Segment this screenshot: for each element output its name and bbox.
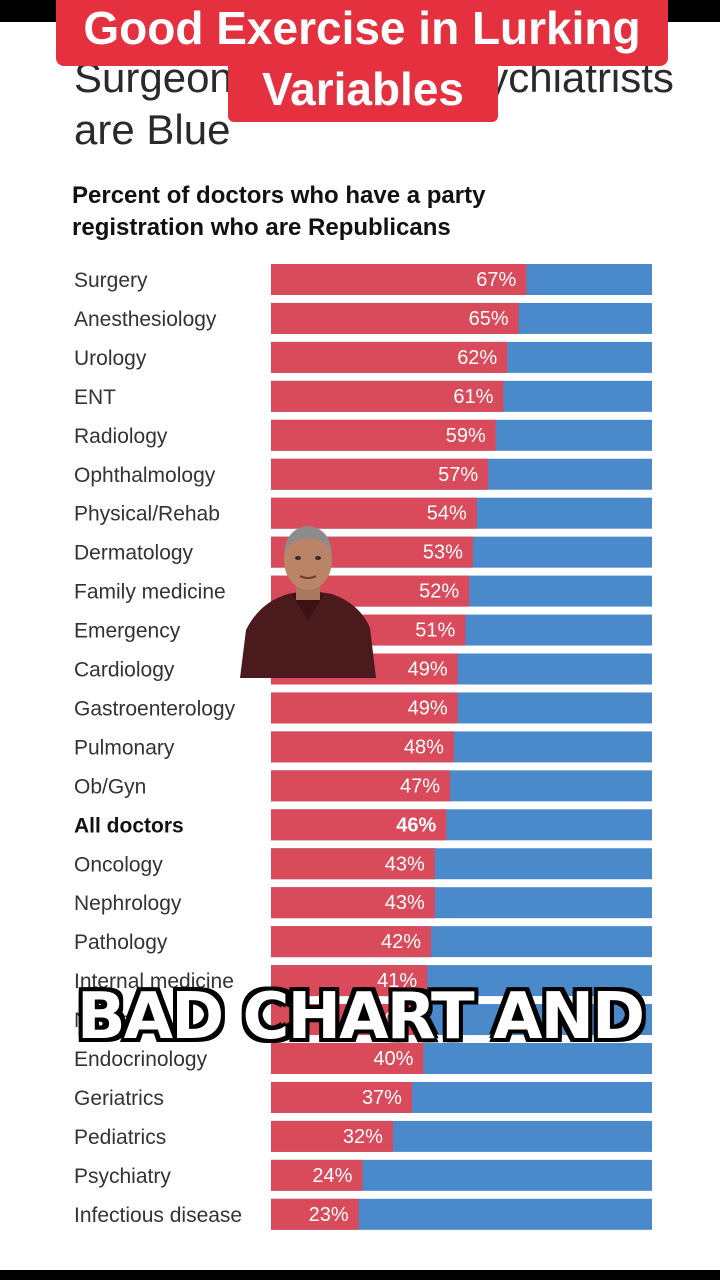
value-label-7: 53% bbox=[423, 542, 463, 564]
category-label-12: Pulmonary bbox=[74, 736, 175, 759]
value-label-14: 46% bbox=[396, 814, 436, 836]
category-label-4: Radiology bbox=[74, 425, 168, 448]
value-label-10: 49% bbox=[408, 659, 448, 681]
value-label-22: 32% bbox=[343, 1126, 383, 1148]
category-label-23: Psychiatry bbox=[74, 1165, 171, 1188]
value-label-16: 43% bbox=[385, 892, 425, 914]
value-label-23: 24% bbox=[312, 1165, 352, 1187]
category-label-21: Geriatrics bbox=[74, 1087, 164, 1110]
value-label-4: 59% bbox=[446, 425, 486, 447]
category-label-13: Ob/Gyn bbox=[74, 775, 146, 798]
value-label-20: 40% bbox=[373, 1048, 413, 1070]
category-label-20: Endocrinology bbox=[74, 1048, 208, 1071]
bar-republican-15 bbox=[271, 848, 435, 880]
bar-republican-0 bbox=[271, 264, 527, 295]
presenter-video-overlay bbox=[240, 520, 376, 678]
category-label-9: Emergency bbox=[74, 620, 181, 643]
value-label-13: 47% bbox=[400, 775, 440, 797]
category-label-22: Pediatrics bbox=[74, 1126, 166, 1149]
bar-republican-14 bbox=[271, 809, 447, 841]
bottom-black-bar bbox=[0, 1270, 720, 1280]
category-label-14: All doctors bbox=[74, 814, 184, 837]
category-label-15: Oncology bbox=[74, 853, 163, 876]
value-label-5: 57% bbox=[438, 464, 478, 486]
value-label-18: 41% bbox=[377, 970, 417, 992]
category-label-0: Surgery bbox=[74, 269, 148, 292]
category-label-7: Dermatology bbox=[74, 542, 194, 565]
category-label-18: Internal medicine bbox=[74, 970, 234, 993]
value-label-1: 65% bbox=[469, 308, 509, 330]
value-label-8: 52% bbox=[419, 581, 459, 603]
bar-republican-13 bbox=[271, 770, 451, 802]
category-label-17: Pathology bbox=[74, 931, 168, 954]
bar-republican-16 bbox=[271, 887, 435, 919]
value-label-6: 54% bbox=[427, 503, 467, 525]
bar-republican-17 bbox=[271, 926, 432, 958]
value-label-2: 62% bbox=[457, 347, 497, 369]
category-label-11: Gastroenterology bbox=[74, 697, 236, 720]
bar-republican-4 bbox=[271, 419, 496, 451]
bar-republican-12 bbox=[271, 731, 454, 763]
video-caption-line2: Variables bbox=[228, 64, 498, 122]
bar-republican-19 bbox=[271, 1004, 424, 1036]
subtitle-caption: BAD CHART AND bbox=[76, 980, 645, 1054]
category-label-1: Anesthesiology bbox=[74, 308, 217, 331]
bar-republican-5 bbox=[271, 458, 489, 490]
value-label-12: 48% bbox=[404, 736, 444, 758]
value-label-19: 40% bbox=[373, 1009, 413, 1031]
bar-republican-18 bbox=[271, 965, 428, 997]
bar-republican-24 bbox=[271, 1198, 359, 1230]
bar-republican-6 bbox=[271, 497, 477, 529]
category-label-10: Cardiology bbox=[74, 659, 175, 682]
bar-republican-22 bbox=[271, 1120, 393, 1152]
bar-republican-2 bbox=[271, 341, 508, 373]
value-label-15: 43% bbox=[385, 853, 425, 875]
bar-republican-20 bbox=[271, 1043, 424, 1074]
category-label-16: Nephrology bbox=[74, 892, 182, 915]
bar-republican-23 bbox=[271, 1159, 363, 1191]
bar-republican-3 bbox=[271, 380, 504, 412]
value-label-11: 49% bbox=[408, 697, 448, 719]
bar-republican-11 bbox=[271, 692, 458, 724]
chart-title: Percent of doctors who have a party regi… bbox=[72, 182, 486, 241]
value-label-0: 67% bbox=[476, 269, 516, 291]
category-label-8: Family medicine bbox=[74, 581, 226, 604]
bar-republican-1 bbox=[271, 302, 519, 334]
video-caption-line1: Good Exercise in Lurking bbox=[56, 0, 668, 66]
value-label-3: 61% bbox=[453, 386, 493, 408]
category-label-24: Infectious disease bbox=[74, 1204, 242, 1227]
value-label-17: 42% bbox=[381, 931, 421, 953]
value-label-21: 37% bbox=[362, 1087, 402, 1109]
category-label-19: Neurology bbox=[74, 1009, 170, 1032]
category-label-3: ENT bbox=[74, 386, 116, 409]
value-label-24: 23% bbox=[309, 1204, 349, 1226]
category-label-2: Urology bbox=[74, 347, 147, 370]
category-label-6: Physical/Rehab bbox=[74, 503, 220, 526]
bar-republican-21 bbox=[271, 1081, 412, 1113]
value-label-9: 51% bbox=[415, 620, 455, 642]
category-label-5: Ophthalmology bbox=[74, 464, 216, 487]
